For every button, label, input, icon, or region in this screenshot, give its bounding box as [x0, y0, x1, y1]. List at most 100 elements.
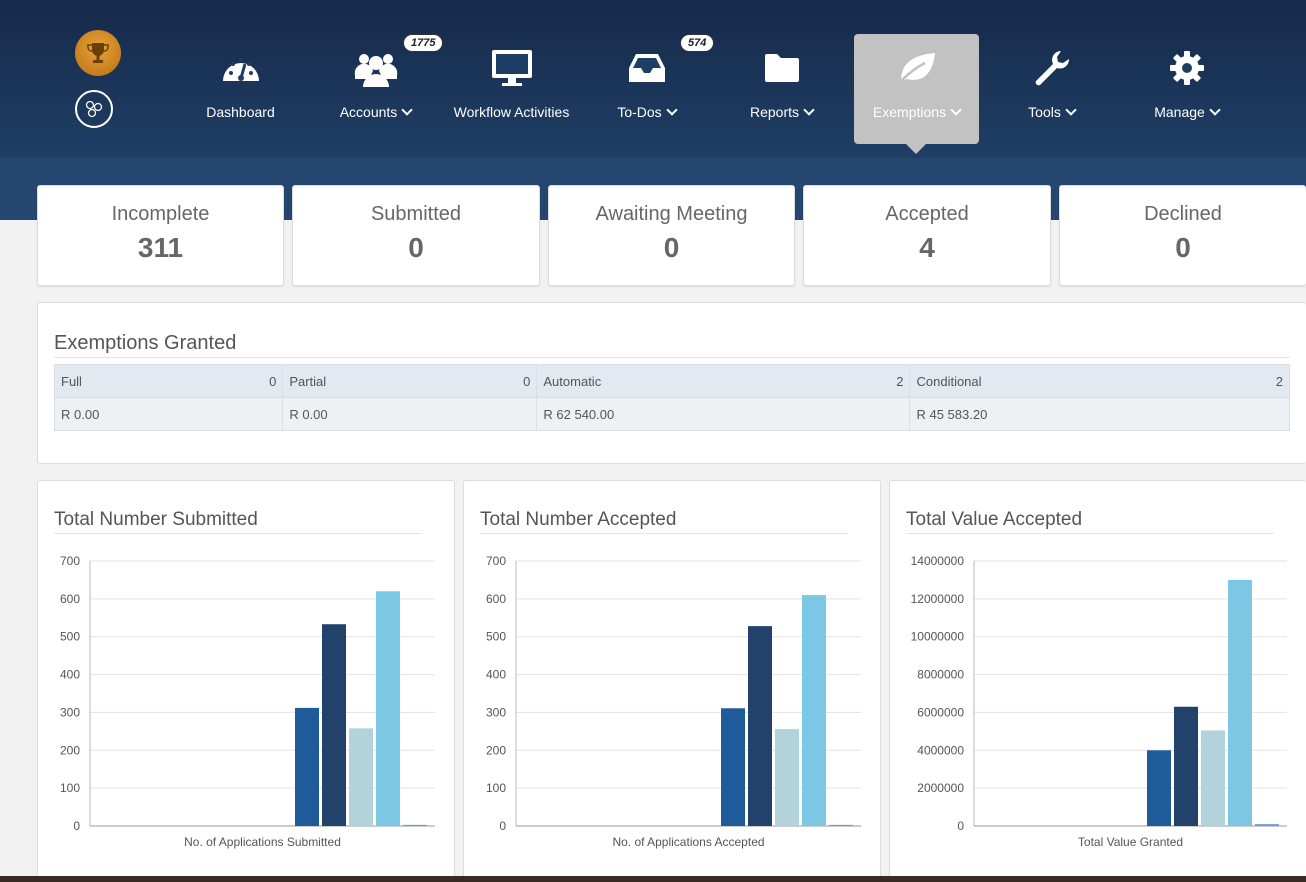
y-tick-label: 600	[60, 592, 80, 606]
dashboard-icon	[220, 48, 262, 88]
nav-label: Tools	[1028, 104, 1061, 120]
wrench-icon	[1033, 48, 1071, 88]
nav-label: Dashboard	[206, 104, 275, 120]
stat-card-declined[interactable]: Declined 0	[1059, 185, 1306, 286]
nav-exemptions[interactable]: Exemptions	[854, 34, 979, 154]
accounts-count-badge: 1775	[403, 34, 444, 52]
y-tick-label: 0	[73, 819, 80, 833]
chart-bar[interactable]	[829, 824, 853, 826]
chevron-down-icon	[666, 104, 678, 116]
chart-bar[interactable]	[376, 591, 400, 826]
column-count: 2	[1275, 373, 1283, 389]
chart-bar[interactable]	[403, 824, 427, 826]
nav-to-dos[interactable]: 574 To-Dos	[584, 34, 715, 144]
stat-title: Declined	[1144, 203, 1222, 225]
x-category-label: No. of Applications Submitted	[184, 835, 341, 849]
nav-label: Accounts	[339, 104, 398, 120]
exemptions-granted-panel: Exemptions Granted Full 0 Partial 0 Automa…	[37, 302, 1306, 464]
nav-label: Reports	[749, 104, 800, 120]
nav-manage[interactable]: Manage	[1124, 34, 1249, 144]
y-tick-label: 700	[60, 554, 80, 568]
column-count: 0	[269, 373, 277, 389]
nav-label: Exemptions	[872, 104, 947, 120]
nav-accounts[interactable]: 1775 Accounts	[313, 34, 444, 144]
y-tick-label: 14000000	[911, 554, 965, 568]
nav-label: To-Dos	[617, 104, 662, 120]
chart-bar[interactable]	[1147, 750, 1171, 826]
inbox-icon	[628, 48, 666, 88]
y-tick-label: 300	[60, 705, 80, 719]
y-tick-label: 0	[499, 819, 506, 833]
chart-bar[interactable]	[322, 624, 346, 826]
y-tick-label: 0	[957, 819, 964, 833]
y-tick-label: 6000000	[917, 705, 964, 719]
column-label: Partial	[289, 373, 327, 389]
table-row: R 0.00 R 0.00 R 62 540.00 R 45 583.20	[53, 397, 1290, 431]
chart-total-submitted: 0 100 200 300 400 500 600 700 No. of Application…	[60, 554, 435, 849]
nav-dashboard[interactable]: Dashboard	[178, 34, 303, 144]
column-label: Full	[61, 373, 82, 389]
table-cell: R 0.00	[282, 397, 538, 431]
stat-value: 4	[919, 232, 935, 263]
panel-title: Exemptions Granted	[54, 332, 1290, 358]
y-tick-label: 100	[60, 781, 80, 795]
column-count: 0	[523, 373, 531, 389]
stat-value: 0	[1175, 232, 1191, 263]
chart-title: Total Value Accepted	[906, 509, 1274, 534]
table-cell: R 62 540.00	[536, 397, 911, 431]
chart-title: Total Number Submitted	[54, 509, 422, 534]
y-tick-label: 400	[486, 668, 506, 682]
stat-title: Incomplete	[111, 203, 210, 225]
chart-bar[interactable]	[748, 626, 772, 826]
table-cell: Automatic 2	[536, 364, 911, 398]
chart-bar[interactable]	[802, 595, 826, 826]
table-cell: Conditional 2	[909, 364, 1290, 398]
chevron-down-icon	[950, 104, 962, 116]
trophy-logo-icon[interactable]	[75, 30, 121, 76]
stat-card-incomplete[interactable]: Incomplete 311	[37, 185, 284, 286]
stat-card-accepted[interactable]: Accepted 4	[803, 185, 1051, 286]
chart-bar[interactable]	[295, 707, 319, 826]
column-label: Conditional	[916, 373, 982, 389]
table-cell: Partial 0	[282, 364, 538, 398]
org-logo-icon[interactable]	[75, 90, 113, 128]
y-tick-label: 2000000	[917, 781, 964, 795]
chart-bar[interactable]	[775, 729, 799, 826]
stat-value: 0	[663, 232, 680, 263]
taskbar-strip	[0, 876, 1306, 882]
monitor-icon	[491, 48, 533, 88]
nav-reports[interactable]: Reports	[719, 34, 844, 144]
y-tick-label: 600	[486, 592, 506, 606]
chart-panel-total-value: Total Value Accepted 0 2000000 4000000 6000…	[889, 480, 1306, 882]
y-tick-label: 100	[486, 781, 506, 795]
leaf-icon	[897, 48, 937, 88]
chevron-down-icon	[1065, 104, 1077, 116]
folder-icon	[763, 48, 801, 88]
nav-tools[interactable]: Tools	[989, 34, 1114, 144]
y-tick-label: 4000000	[917, 743, 964, 757]
chevron-down-icon	[803, 104, 815, 116]
chart-bar[interactable]	[1228, 579, 1252, 826]
y-tick-label: 300	[486, 705, 506, 719]
stat-card-awaiting-meeting[interactable]: Awaiting Meeting 0	[548, 185, 795, 286]
chevron-down-icon	[401, 104, 413, 116]
chart-bar[interactable]	[721, 708, 745, 826]
chart-panel-total-accepted: Total Number Accepted 0 100 200 300 400 500 60…	[463, 480, 881, 882]
table-cell: Full 0	[53, 364, 284, 398]
chart-bar[interactable]	[1174, 706, 1198, 826]
chart-panel-total-submitted: Total Number Submitted 0 100 200 300 400 500 6…	[37, 480, 455, 882]
nav-workflow-activities[interactable]: Workflow Activities	[449, 34, 574, 144]
stat-card-submitted[interactable]: Submitted 0	[292, 185, 540, 286]
chart-bar[interactable]	[349, 728, 373, 826]
users-icon	[354, 48, 398, 88]
x-category-label: Total Value Granted	[1078, 835, 1183, 849]
todos-count-badge: 574	[680, 34, 715, 52]
nav-label: Workflow Activities	[453, 104, 570, 120]
chart-bar[interactable]	[1201, 730, 1225, 826]
y-tick-label: 500	[486, 630, 506, 644]
table-row: Full 0 Partial 0 Automatic 2 Conditional 2	[53, 364, 1290, 398]
column-count: 2	[896, 373, 904, 389]
chevron-down-icon	[1209, 104, 1221, 116]
chart-bar[interactable]	[1255, 824, 1279, 826]
y-tick-label: 12000000	[911, 592, 965, 606]
